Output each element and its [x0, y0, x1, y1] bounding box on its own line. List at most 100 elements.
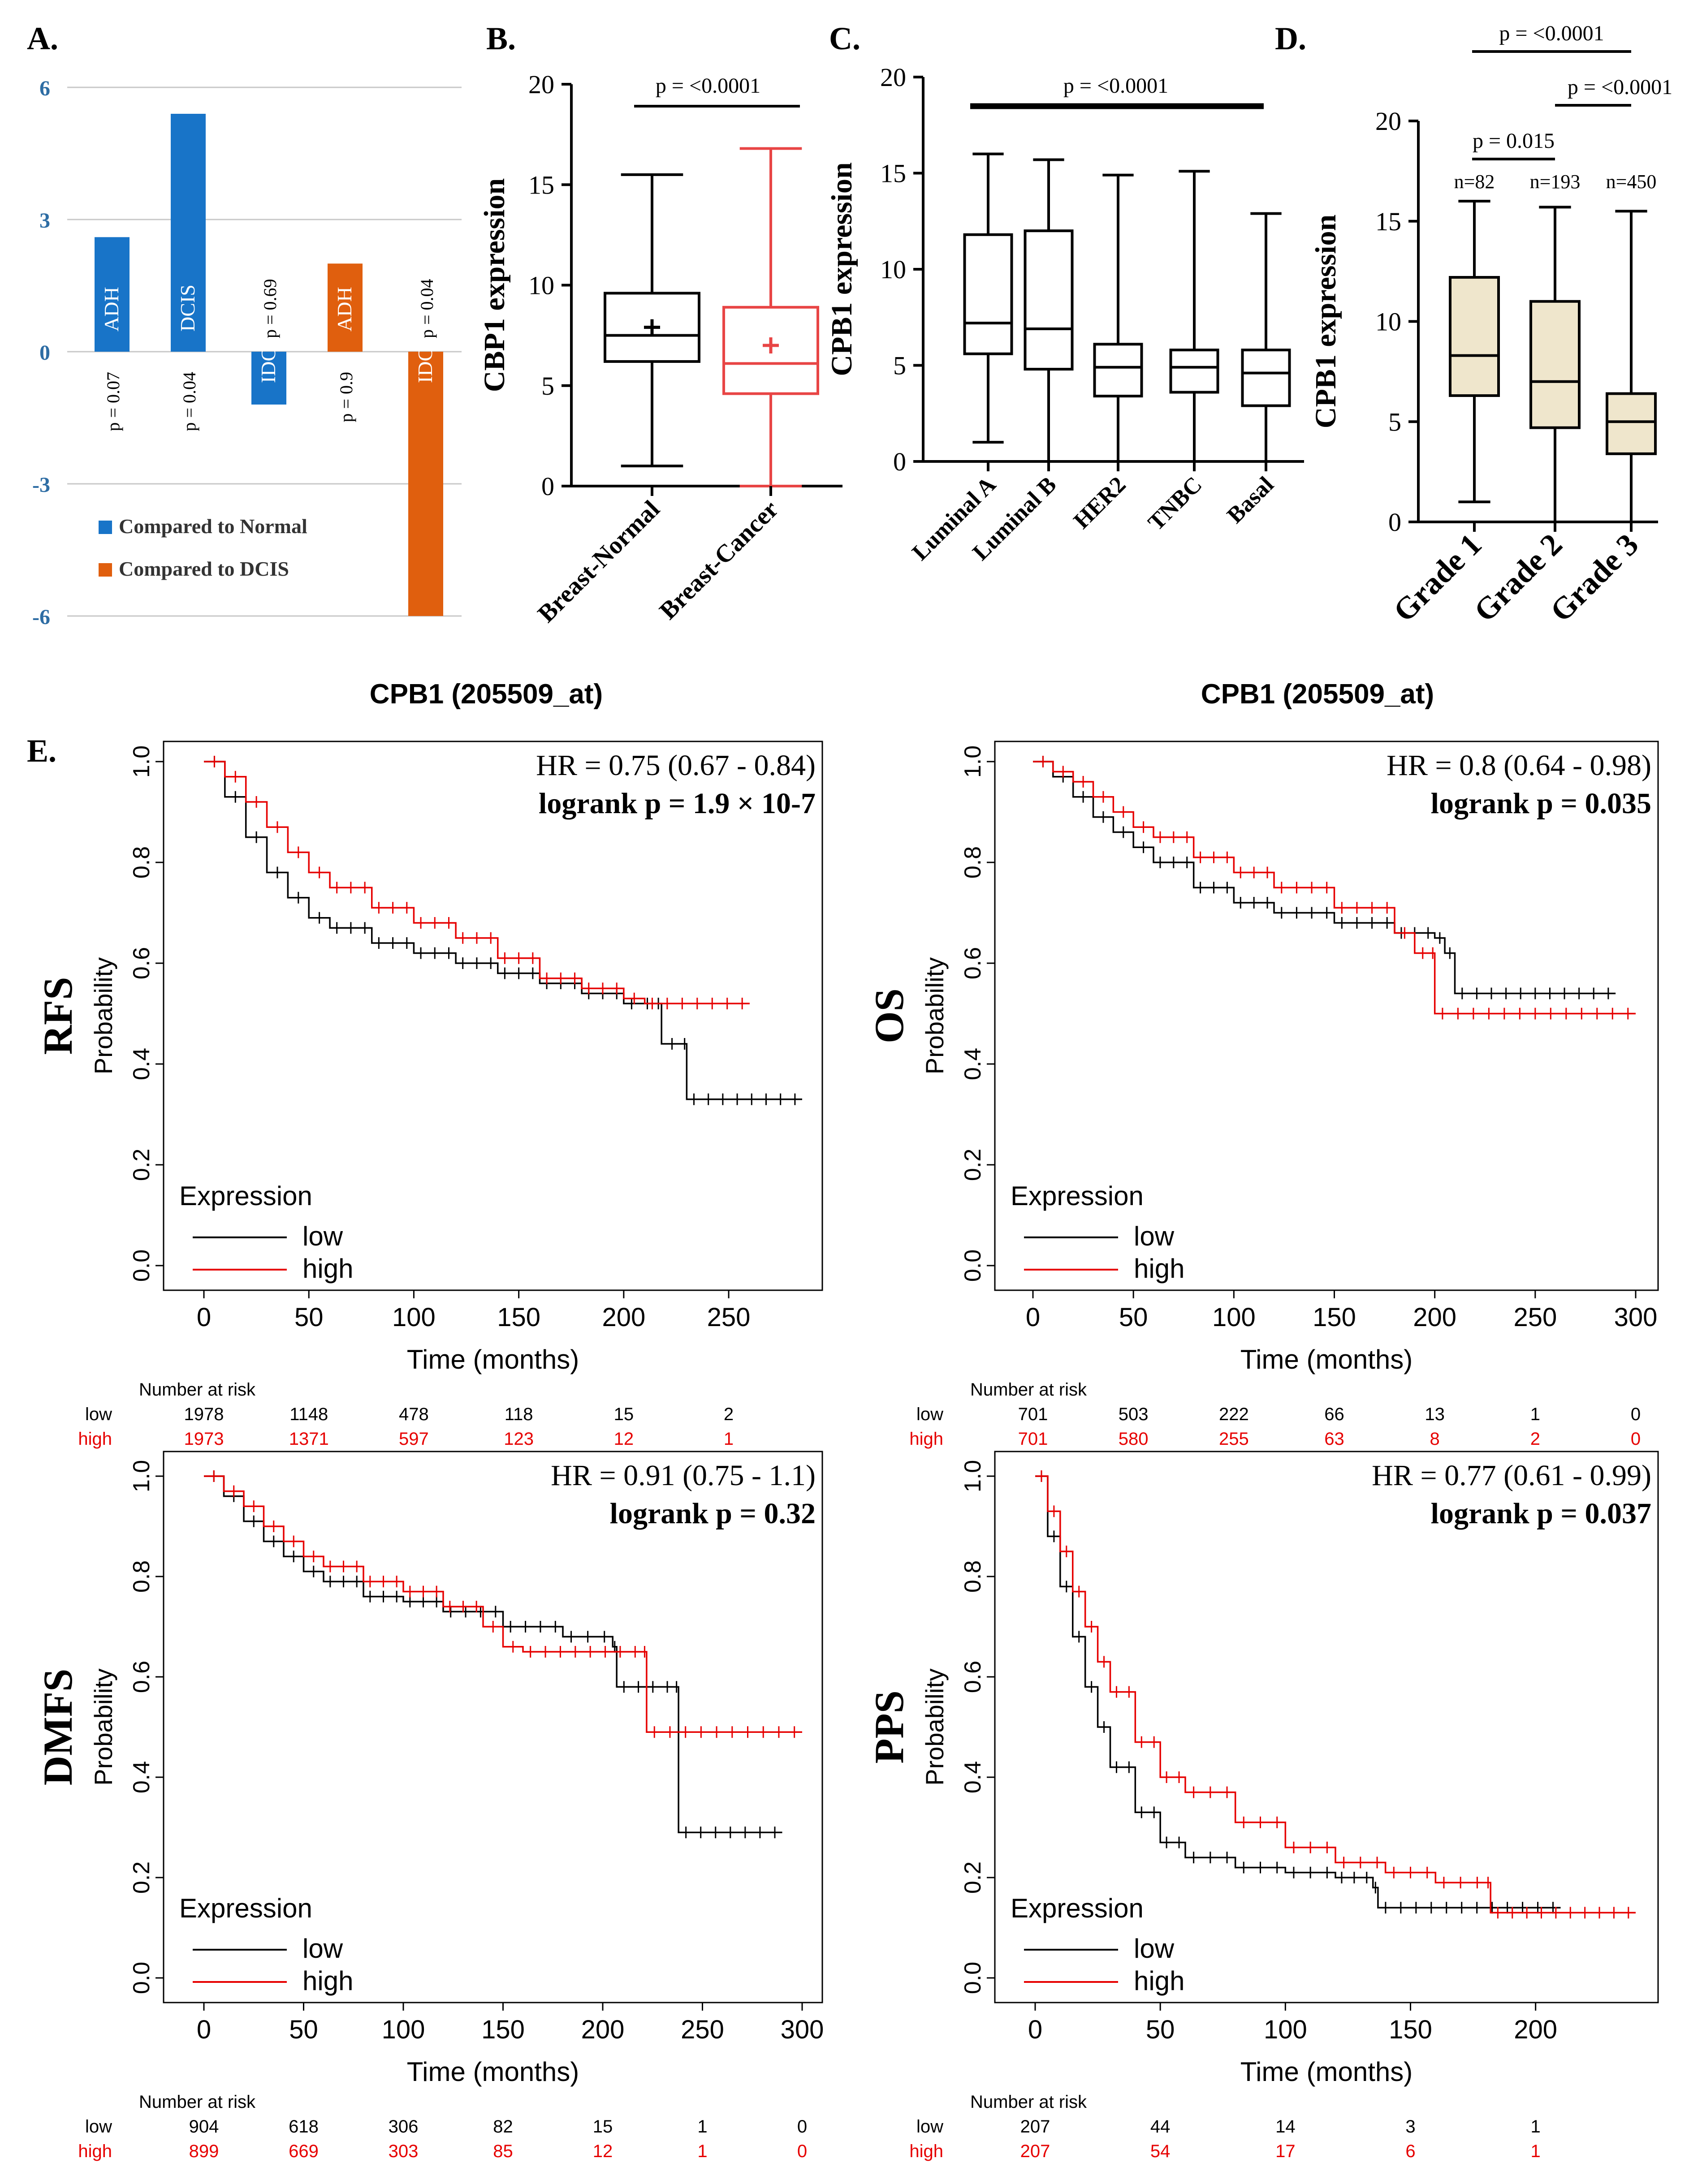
box-iqr — [1169, 349, 1219, 394]
km-x-tick-label: 100 — [382, 2015, 425, 2044]
km-y-tick-label: 1.0 — [129, 745, 155, 778]
km-y-tick-label: 0.6 — [960, 947, 986, 979]
km-y-tick-label: 0.8 — [129, 1560, 155, 1593]
panel-a-ytick: 0 — [39, 341, 50, 365]
km-x-tick-label: 300 — [781, 2015, 824, 2044]
km-risk-low-count: 618 — [289, 2117, 319, 2137]
km-risk-high-count: 12 — [614, 1429, 634, 1449]
panel-c-p-value: p = <0.0001 — [1063, 74, 1168, 98]
km-risk-low-count: 2 — [724, 1404, 734, 1424]
km-risk-row-low-label: low — [916, 1404, 943, 1424]
panel-a-bar-label: ADH — [100, 287, 123, 332]
panel-b-label: B. — [486, 21, 516, 56]
km-risk-row-high-label: high — [909, 1429, 943, 1449]
km-risk-low-count: 1 — [1530, 1404, 1540, 1424]
km-hazard-ratio: HR = 0.75 (0.67 - 0.84) — [536, 749, 816, 782]
km-risk-high-count: 1371 — [289, 1429, 329, 1449]
panel-d-p-value: p = 0.015 — [1473, 129, 1555, 153]
y-tick-label: 0 — [893, 447, 906, 476]
km-y-tick-label: 1.0 — [960, 745, 986, 778]
km-y-tick-label: 0.8 — [960, 846, 986, 879]
y-tick-label: 20 — [528, 70, 554, 99]
km-legend-label: high — [302, 1966, 353, 1996]
km-legend-label: low — [302, 1934, 343, 1964]
panel-a-bar-label: IDC — [414, 348, 436, 383]
km-y-axis-label: Probability — [920, 1668, 949, 1785]
km-y-tick-label: 0.8 — [129, 846, 155, 879]
km-x-tick-label: 0 — [197, 2015, 211, 2044]
panel-a-p-value: p = 0.07 — [103, 372, 123, 431]
km-x-tick-label: 50 — [1119, 1303, 1148, 1332]
y-tick-label: 15 — [880, 159, 906, 188]
km-risk-title: Number at risk — [970, 2092, 1087, 2112]
km-x-tick-label: 150 — [481, 2015, 525, 2044]
km-legend-label: low — [1134, 1934, 1175, 1964]
km-risk-low-count: 13 — [1425, 1404, 1445, 1424]
panel-e-label: E. — [27, 733, 56, 769]
km-x-tick-label: 100 — [1212, 1303, 1256, 1332]
km-endpoint-label: DMFS — [35, 1669, 81, 1786]
panel-d-n-label: n=82 — [1454, 171, 1495, 193]
panel-a-legend-label: Compared to DCIS — [119, 557, 289, 580]
panel-a-ytick: -3 — [32, 473, 50, 497]
km-x-tick-label: 300 — [1614, 1303, 1658, 1332]
y-tick-label: 5 — [893, 351, 906, 380]
km-x-axis-label: Time (months) — [407, 2057, 579, 2087]
panel-a-ytick: 3 — [39, 209, 50, 233]
km-x-tick-label: 200 — [1514, 2015, 1557, 2044]
panel-a-label: A. — [27, 21, 58, 56]
km-legend-title: Expression — [179, 1181, 312, 1211]
km-logrank-p: logrank p = 0.32 — [610, 1497, 816, 1530]
panel-d-label: D. — [1275, 21, 1306, 56]
km-logrank-p: logrank p = 0.037 — [1431, 1497, 1651, 1530]
km-endpoint-label: OS — [866, 988, 912, 1043]
km-x-tick-label: 250 — [1513, 1303, 1557, 1332]
km-risk-title: Number at risk — [139, 1380, 256, 1400]
km-y-axis-label: Probability — [89, 1668, 117, 1785]
y-tick-label: 0 — [1388, 508, 1401, 537]
panel-a-bar — [251, 352, 286, 405]
panel-a-p-value: p = 0.04 — [417, 279, 437, 338]
box-iqr — [1241, 349, 1291, 407]
km-hazard-ratio: HR = 0.8 (0.64 - 0.98) — [1387, 749, 1651, 782]
km-risk-low-count: 15 — [593, 2117, 613, 2137]
km-risk-high-count: 0 — [1631, 1429, 1641, 1449]
km-risk-high-count: 207 — [1020, 2141, 1050, 2161]
km-risk-row-low-label: low — [916, 2117, 943, 2137]
km-legend-title: Expression — [1011, 1893, 1144, 1923]
km-plot-frame — [994, 1451, 1659, 2003]
km-y-tick-label: 0.6 — [960, 1661, 986, 1693]
km-y-axis-label: Probability — [920, 957, 949, 1074]
km-x-axis-label: Time (months) — [1240, 2057, 1413, 2087]
km-y-axis-label: Probability — [89, 957, 117, 1074]
km-risk-high-count: 899 — [189, 2141, 219, 2161]
km-risk-low-count: 44 — [1150, 2117, 1171, 2137]
panel-b-p-value: p = <0.0001 — [656, 74, 760, 98]
km-risk-high-count: 2 — [1530, 1429, 1540, 1449]
km-risk-low-count: 0 — [1631, 1404, 1641, 1424]
km-risk-low-count: 701 — [1018, 1404, 1048, 1424]
km-risk-low-count: 1148 — [289, 1404, 328, 1424]
km-x-tick-label: 50 — [294, 1303, 324, 1332]
km-risk-high-count: 123 — [504, 1429, 534, 1449]
km-risk-low-count: 0 — [797, 2117, 807, 2137]
km-risk-low-count: 1 — [697, 2117, 707, 2137]
panel-a-ytick: -6 — [32, 605, 50, 629]
km-logrank-p: logrank p = 0.035 — [1431, 787, 1651, 820]
km-hazard-ratio: HR = 0.91 (0.75 - 1.1) — [551, 1459, 816, 1492]
km-probe-title-left: CPB1 (205509_at) — [370, 679, 603, 710]
y-tick-label: 15 — [1375, 207, 1401, 236]
km-y-tick-label: 0.0 — [129, 1249, 155, 1282]
km-risk-low-count: 14 — [1275, 2117, 1296, 2137]
km-y-tick-label: 0.2 — [129, 1861, 155, 1894]
km-x-tick-label: 200 — [1413, 1303, 1456, 1332]
y-tick-label: 10 — [528, 271, 554, 300]
panel-a-legend-swatch — [99, 521, 112, 534]
km-risk-high-count: 1 — [724, 1429, 734, 1449]
km-hazard-ratio: HR = 0.77 (0.61 - 0.99) — [1372, 1459, 1651, 1492]
km-y-tick-label: 0.4 — [960, 1761, 986, 1793]
km-risk-row-high-label: high — [909, 2141, 943, 2161]
box-iqr — [963, 233, 1013, 355]
km-y-tick-label: 0.0 — [960, 1962, 986, 1994]
panel-c-label: C. — [829, 21, 860, 56]
